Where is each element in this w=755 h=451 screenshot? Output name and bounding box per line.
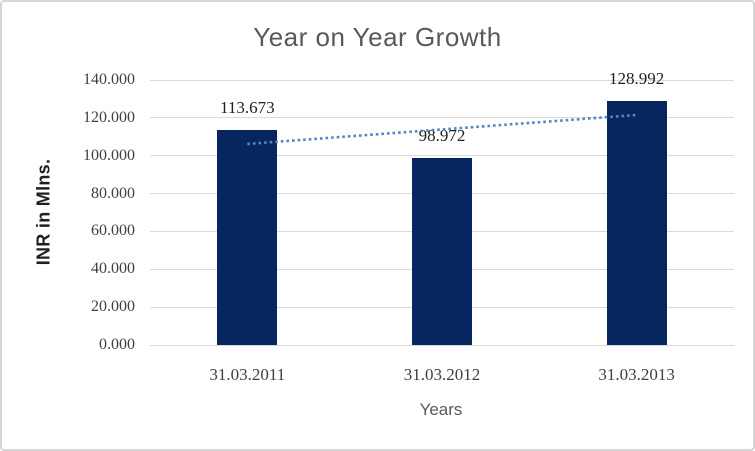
y-tick-label: 80.000 xyxy=(91,184,135,202)
gridline xyxy=(150,344,734,346)
bar-value-label: 128.992 xyxy=(609,68,665,88)
y-tick-label: 120.000 xyxy=(83,108,135,126)
x-tick-label: 31.03.2013 xyxy=(598,365,675,384)
chart-title: Year on Year Growth xyxy=(253,22,502,52)
bar-31.03.2011 xyxy=(217,129,278,345)
gridline xyxy=(150,79,734,81)
x-tick-label: 31.03.2012 xyxy=(403,365,481,384)
bar-31.03.2012 xyxy=(412,157,472,345)
y-tick-label: 140.000 xyxy=(83,71,135,88)
bar-value-label: 98.972 xyxy=(418,125,466,145)
x-tick-label: 31.03.2011 xyxy=(209,365,286,384)
gridline xyxy=(150,155,734,157)
y-tick-label: 0.000 xyxy=(99,336,135,353)
y-axis-title: INR in Mlns. xyxy=(33,158,54,266)
y-tick-label: 40.000 xyxy=(91,260,135,278)
bar-31.03.2013 xyxy=(606,100,667,345)
y-tick-label: 20.000 xyxy=(91,298,135,316)
y-tick-label: 60.000 xyxy=(91,222,135,240)
y-tick-label: 100.000 xyxy=(83,146,135,164)
x-axis-title: Years xyxy=(419,400,463,419)
bar-value-label: 113.673 xyxy=(220,97,275,117)
